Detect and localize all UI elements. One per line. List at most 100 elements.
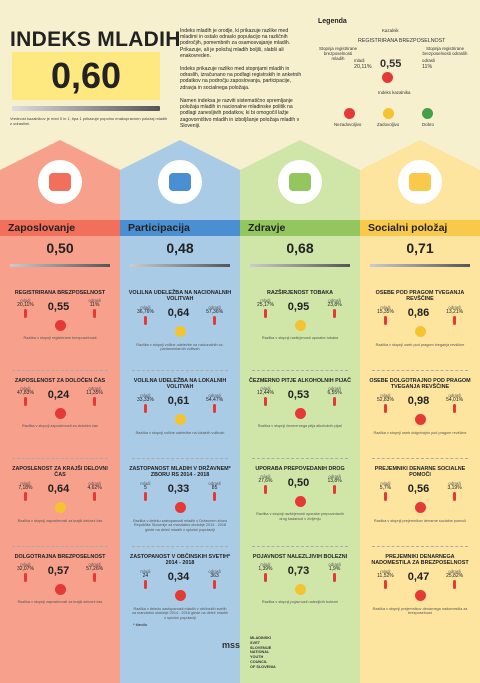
column-3: Socialni položaj 0,71 OSEBE POD PRAGOM TVE… <box>360 140 480 683</box>
thermometer-icon <box>23 397 27 407</box>
legend-title: Legenda <box>318 18 347 25</box>
indicator-adults: odrasli 25,82% <box>437 569 472 590</box>
description-2: Indeks prikazuje razliko med stopnjami m… <box>180 66 302 91</box>
thermometer-icon <box>453 579 457 589</box>
indicator-adults: odrasli 13,21% <box>437 305 472 326</box>
indicator-value: 0,34 <box>167 571 190 584</box>
column-background <box>120 140 240 683</box>
indicator: POJAVNOST NALEZLJIVIH BOLEZNI mladi 1,39% 0… <box>240 554 360 605</box>
indicator-note: Razlika v stopnji prejemnikov denarne so… <box>373 518 467 523</box>
indicator-note: Razlika v stopnji razširjenosti uporabe … <box>261 336 339 341</box>
indicator-title: DOLGOTRAJNA BREZPOSELNOST <box>14 554 106 560</box>
indicator-adults: odrasli 57,36% <box>197 305 232 326</box>
indicator-adults: odrasli 6,55% <box>317 386 352 407</box>
indicator-youth: mladi 36,76% <box>128 305 163 326</box>
footnote: * število <box>133 622 148 627</box>
indicator-title: OSEBE POD PRAGOM TVEGANJA REVŠČINE <box>375 290 465 303</box>
page-title: INDEKS MLADIH <box>10 28 181 51</box>
hand-icon <box>158 160 202 204</box>
legend-example-title: REGISTRIRANA BREZPOSELNOST <box>358 38 446 44</box>
indicator-youth: mladi 7,18% <box>8 481 43 502</box>
column-scale-bar <box>130 264 230 267</box>
indicator-value: 0,50 <box>287 477 310 490</box>
indicator: ČEZMERNO PITJE ALKOHOLNIH PIJAČ mladi 12,4… <box>240 378 360 429</box>
thermometer-icon <box>333 485 337 495</box>
indicator: REGISTRIRANA BREZPOSELNOST mladi 20,11% 0,5… <box>0 290 120 341</box>
indicator-note: Razlika v stopnji oseb pod pragom tvegan… <box>375 342 465 347</box>
divider <box>12 370 108 371</box>
indicator: VOLILNA UDELEŽBA NA LOKALNIH VOLITVAH mla… <box>120 378 240 435</box>
health-cross-icon <box>278 160 322 204</box>
thermometer-icon <box>93 397 97 407</box>
divider <box>12 458 108 459</box>
thermometer-icon <box>453 315 457 325</box>
divider <box>132 458 228 459</box>
thermometer-icon <box>143 491 147 501</box>
thermometer-icon <box>143 579 147 589</box>
indicator-value: 0,57 <box>47 565 70 578</box>
legend-face-label-3: Dobro <box>422 122 434 127</box>
indicator-title: RAZŠIRJENOST TOBAKA <box>266 290 334 296</box>
face-icon <box>294 583 306 595</box>
indicator-value: 0,55 <box>47 301 70 314</box>
indicator: ZASTOPANOST MLADIH V DRŽAVNEM* ZBORU RS … <box>120 466 240 532</box>
thermometer-icon <box>263 397 267 407</box>
thermometer-icon <box>383 315 387 325</box>
thermometer-icon <box>93 491 97 501</box>
divider <box>132 370 228 371</box>
indicator-adults: odrasli 363 <box>197 569 232 590</box>
indicator-value: 0,47 <box>407 571 430 584</box>
indicator-title: PREJEMNIKI DENARNEGA NADOMESTILA ZA BREZ… <box>371 554 469 567</box>
face-icon <box>414 589 426 601</box>
indicator-value: 0,95 <box>287 301 310 314</box>
columns: Zaposlovanje 0,50 REGISTRIRANA BREZPOSELNO… <box>0 140 480 683</box>
indicator-adults: odrasli 85 <box>197 481 232 502</box>
face-icon <box>54 583 66 595</box>
thermometer-icon <box>383 579 387 589</box>
column-title: Zaposlovanje <box>0 220 120 236</box>
indicator-adults: odrasli 54,01% <box>437 393 472 414</box>
face-icon <box>174 589 186 601</box>
divider <box>252 546 348 547</box>
legend-odrasli-value: 11% <box>422 64 433 70</box>
indicator: UPORABA PREPOVEDANIH DROG mladi 27,6% 0,50 o… <box>240 466 360 521</box>
piggy-bank-icon <box>398 160 442 204</box>
face-satisfactory-icon <box>383 108 394 119</box>
indicator-note: Razlika v stopnji volilne udeležbe na na… <box>136 342 224 352</box>
thermometer-icon <box>213 403 217 413</box>
column-2: Zdravje 0,68 RAZŠIRJENOST TOBAKA mladi 25,17… <box>240 140 360 683</box>
face-good-icon <box>422 108 433 119</box>
column-1: Participacija 0,48 VOLILNA UDELEŽBA NA NAC… <box>120 140 240 683</box>
face-icon <box>54 501 66 513</box>
indicator-value: 0,64 <box>47 483 70 496</box>
divider <box>132 546 228 547</box>
column-scale-bar <box>250 264 350 267</box>
indicator: OSEBE DOLGOTRAJNO POD PRAGOM TVEGANJA RE… <box>360 378 480 435</box>
thermometer-icon <box>213 579 217 589</box>
indicator-value: 0,73 <box>287 565 310 578</box>
indicator: OSEBE POD PRAGOM TVEGANJA REVŠČINE mladi 1… <box>360 290 480 347</box>
legend: Kazalnik REGISTRIRANA BREZPOSELNOST Stop… <box>318 28 468 134</box>
description-1: Indeks mladih je orodje, ki prikazuje ra… <box>180 28 291 59</box>
indicator-note: Razlika v stopnji zaposlenosti za krajši… <box>17 518 103 523</box>
indicator-title: PREJEMNIKI DENARNE SOCIALNE POMOČI <box>374 466 466 479</box>
legend-face-label-1: Nezadovoljivo <box>334 122 362 127</box>
column-index-value: 0,50 <box>46 240 74 256</box>
indicator-note: Razlika v deležu zastopanosti mladih v D… <box>132 518 228 532</box>
face-icon <box>174 501 186 513</box>
column-index-value: 0,68 <box>286 240 314 256</box>
indicator-youth: mladi 27,6% <box>248 474 283 495</box>
column-title: Zdravje <box>240 220 360 236</box>
face-icon <box>414 501 426 513</box>
description-3: Namen indeksa je razviti sistematično sp… <box>180 98 300 129</box>
thermometer-icon <box>453 403 457 413</box>
indicator-value: 0,53 <box>287 389 310 402</box>
legend-mladi-value: 20,11% <box>354 64 372 70</box>
briefcase-icon <box>38 160 82 204</box>
face-icon <box>54 319 66 331</box>
indicator-title: REGISTRIRANA BREZPOSELNOST <box>14 290 106 296</box>
face-icon <box>294 495 306 507</box>
indicator-value: 0,98 <box>407 395 430 408</box>
face-icon <box>174 413 186 425</box>
indicator-title: VOLILNA UDELEŽBA NA LOKALNIH VOLITVAH <box>133 378 227 391</box>
